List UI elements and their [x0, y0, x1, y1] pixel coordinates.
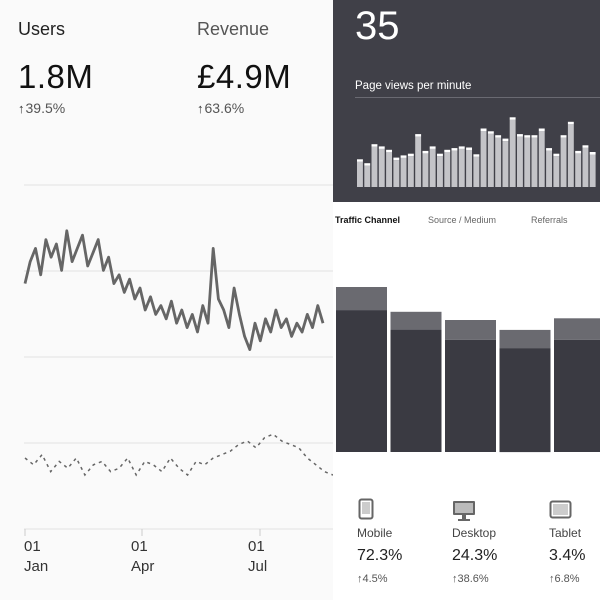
mobile-icon [358, 498, 374, 520]
traffic-bar [499, 329, 551, 453]
tab-source-medium[interactable]: Source / Medium [428, 215, 497, 225]
device-percent: 3.4% [549, 547, 586, 564]
pageviews-bar [444, 149, 451, 187]
device-tablet [549, 500, 573, 525]
pageviews-bar [407, 153, 414, 187]
pageviews-bar [422, 150, 429, 187]
pageviews-bar [473, 154, 480, 187]
traffic-bar [445, 320, 496, 452]
pageviews-bar [538, 128, 545, 187]
device-name: Tablet [549, 526, 582, 540]
tab-traffic-channel[interactable]: Traffic Channel [335, 215, 401, 225]
device-change: ↑6.8% [549, 573, 580, 585]
device-name: Desktop [452, 526, 497, 540]
pageviews-bar [393, 157, 400, 187]
users-series-line [23, 229, 325, 351]
device-name: Mobile [357, 526, 393, 540]
pageviews-bar [480, 128, 487, 187]
pageviews-bar [582, 145, 589, 187]
pageviews-chart [357, 117, 596, 187]
users-value: 1.8M [18, 58, 94, 95]
pageviews-bar [357, 159, 363, 187]
tab-referrals[interactable]: Referrals [531, 215, 568, 225]
users-label: Users [18, 19, 66, 39]
device-change: ↑38.6% [452, 573, 489, 585]
desktop-icon [453, 501, 475, 521]
device-percent: 24.3% [452, 547, 498, 564]
revenue-value: £4.9M [197, 58, 292, 95]
arrow-up-icon: ↑ [549, 573, 555, 585]
pageviews-bar [487, 131, 494, 187]
pageviews-bar [429, 146, 436, 187]
pageviews-bar [517, 134, 523, 187]
x-tick-label: 01 Jan [24, 538, 49, 575]
pageviews-bar [386, 149, 392, 187]
revenue-change-value: 63.6% [204, 100, 245, 116]
pageviews-bar [524, 135, 531, 187]
x-tick-label: 01 Apr [131, 538, 155, 575]
pageviews-bar [502, 138, 509, 187]
revenue-series-line [24, 433, 333, 477]
device-mobile [358, 498, 374, 525]
arrow-up-icon: ↑ [357, 573, 363, 585]
pageviews-bar [400, 155, 407, 187]
pageviews-bar [451, 148, 458, 187]
pageviews-bar [509, 117, 516, 187]
revenue-change: ↑63.6% [197, 100, 244, 116]
traffic-bar [554, 318, 600, 452]
overview-panel: Users 1.8M ↑39.5% Revenue £4.9M ↑63.6% 0… [18, 19, 333, 575]
device-desktop [452, 500, 476, 527]
divider [355, 97, 600, 98]
arrow-up-icon: ↑ [197, 101, 204, 116]
realtime-panel: 35 Page views per minute [333, 0, 600, 202]
x-tick-label: 01 Jul [248, 538, 268, 575]
traffic-bar [390, 311, 442, 452]
users-change: ↑39.5% [18, 100, 65, 116]
pageviews-bar [553, 153, 560, 187]
active-users-count: 35 [355, 4, 400, 48]
arrow-up-icon: ↑ [18, 101, 25, 116]
pageviews-bar [415, 134, 422, 187]
timeline-chart [23, 184, 333, 536]
pageviews-bar [466, 147, 472, 187]
revenue-label: Revenue [197, 19, 270, 39]
pageviews-bar [458, 146, 465, 187]
traffic-panel: Traffic Channel Source / Medium Referral… [333, 202, 600, 600]
pageviews-bar [378, 146, 385, 187]
device-change: ↑4.5% [357, 573, 388, 585]
pageviews-bar [560, 135, 567, 187]
pageviews-bar [567, 121, 574, 187]
arrow-up-icon: ↑ [452, 573, 458, 585]
pageviews-bar [371, 144, 378, 187]
traffic-bar [336, 287, 387, 452]
pageviews-title: Page views per minute [355, 80, 472, 92]
pageviews-bar [589, 152, 596, 187]
pageviews-bar [364, 163, 371, 187]
pageviews-bar [495, 135, 502, 187]
pageviews-bar [531, 135, 538, 187]
traffic-channel-chart [336, 287, 600, 453]
device-percent: 72.3% [357, 547, 403, 564]
tablet-icon [549, 500, 572, 519]
pageviews-bar [575, 150, 582, 187]
pageviews-bar [437, 153, 443, 187]
pageviews-bar [546, 148, 552, 187]
users-change-value: 39.5% [25, 100, 66, 116]
